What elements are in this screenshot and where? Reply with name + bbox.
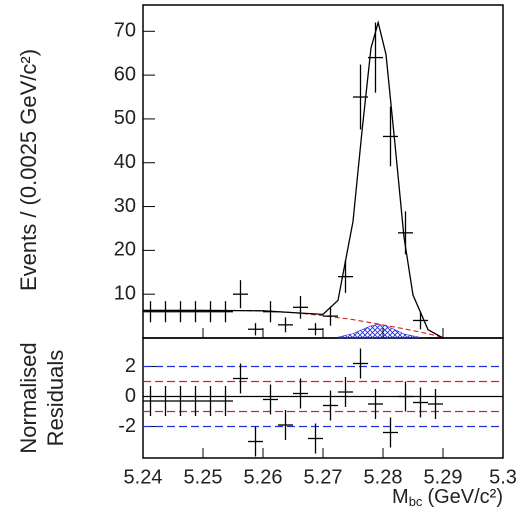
data-point [368, 22, 383, 93]
data-point [293, 295, 308, 319]
data-point [263, 301, 278, 323]
y-tick-label: 50 [114, 107, 136, 129]
x-tick-label: 5.24 [124, 466, 163, 488]
fit-curve [143, 19, 444, 339]
data-point [383, 106, 398, 167]
x-tick-label: 5.29 [424, 466, 463, 488]
data-point [398, 211, 413, 255]
data-point [413, 311, 428, 330]
data-point [308, 323, 323, 336]
data-point [143, 301, 158, 323]
data-point [353, 64, 368, 130]
x-axis-title: Mbc (GeV/c²) [392, 486, 503, 509]
y-axis-title: Events / (0.0025 GeV/c²) [16, 49, 41, 291]
data-point [428, 389, 443, 419]
data-point [353, 348, 368, 379]
x-tick-label: 5.26 [244, 466, 283, 488]
data-point [218, 386, 233, 416]
top-frame [142, 4, 504, 339]
x-tick-label: 5.25 [184, 466, 223, 488]
data-point [383, 417, 398, 448]
data-point [173, 386, 188, 416]
y-tick-label: 70 [114, 20, 136, 42]
y-tick-label: -2 [118, 415, 136, 437]
data-point [248, 323, 263, 336]
data-point [323, 306, 338, 326]
y-axis-title: Residuals [43, 350, 68, 447]
data-point [278, 317, 293, 333]
x-axis-symbol: M [392, 486, 409, 508]
y-tick-label: 30 [114, 195, 136, 217]
y-tick-label: 40 [114, 151, 136, 173]
bottom-frame [142, 337, 504, 459]
data-point [398, 381, 413, 412]
data-point [158, 386, 173, 416]
data-point [173, 301, 188, 323]
y-tick-label: 10 [114, 282, 136, 304]
data-point [368, 389, 383, 419]
data-point [308, 423, 323, 454]
data-point [218, 301, 233, 323]
x-axis-subscript: bc [409, 494, 423, 509]
data-point [143, 386, 158, 416]
x-tick-label: 5.27 [304, 466, 343, 488]
data-point [188, 301, 203, 323]
y-axis-title: Normalised [16, 342, 41, 453]
x-tick-label: 5.3 [489, 466, 517, 488]
data-point [203, 301, 218, 323]
data-point [293, 378, 308, 409]
data-point [233, 363, 248, 394]
data-point [278, 410, 293, 440]
x-axis-unit: (GeV/c²) [427, 486, 503, 508]
y-tick-label: 60 [114, 63, 136, 85]
data-point [158, 301, 173, 323]
y-tick-label: 20 [114, 239, 136, 261]
data-point [248, 426, 263, 457]
data-point [188, 386, 203, 416]
data-point [233, 280, 248, 309]
peaking-component [337, 324, 420, 339]
y-tick-label: 2 [125, 355, 136, 377]
y-tick-label: 0 [125, 385, 136, 407]
data-point [413, 387, 428, 418]
x-tick-label: 5.28 [364, 466, 403, 488]
data-point [323, 390, 338, 421]
data-point [203, 386, 218, 416]
data-point [338, 377, 353, 407]
data-point [338, 260, 353, 293]
data-point [263, 384, 278, 415]
